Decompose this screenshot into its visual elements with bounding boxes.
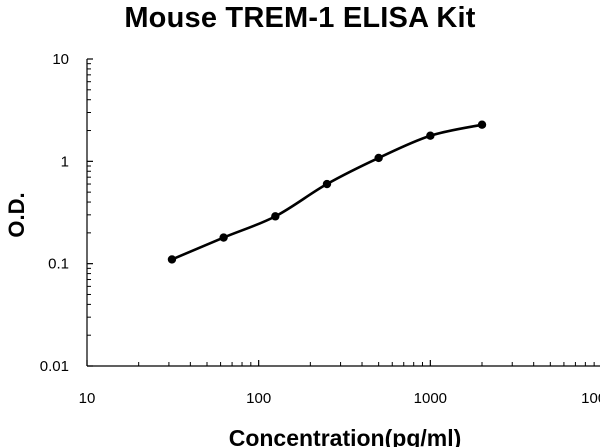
- standard-curve-line: [170, 123, 484, 261]
- y-tick-label: 0.01: [40, 358, 69, 375]
- y-tick-label: 10: [52, 51, 69, 68]
- chart-axes: [86, 58, 600, 367]
- x-tick-label: 10000: [581, 390, 600, 407]
- data-points: [167, 120, 487, 264]
- y-axis-title: O.D.: [4, 192, 29, 237]
- data-point: [477, 120, 487, 129]
- y-tick-label: 0.1: [48, 256, 69, 273]
- data-point: [271, 212, 280, 221]
- data-point: [167, 255, 177, 264]
- x-tick-label: 10: [79, 390, 96, 407]
- x-tick-label: 100: [246, 390, 271, 407]
- data-point: [322, 179, 332, 189]
- chart-title: Mouse TREM-1 ELISA Kit: [124, 2, 476, 34]
- data-point: [219, 233, 228, 242]
- x-axis-title: Concentration(pg/ml): [229, 425, 462, 447]
- x-tick-label: 1000: [414, 390, 447, 407]
- data-point: [426, 131, 435, 140]
- data-point: [374, 153, 383, 163]
- y-tick-label: 1: [61, 153, 69, 170]
- tick-labels: 0.01 0.1 1 10 10 100 1000 10000: [40, 51, 600, 407]
